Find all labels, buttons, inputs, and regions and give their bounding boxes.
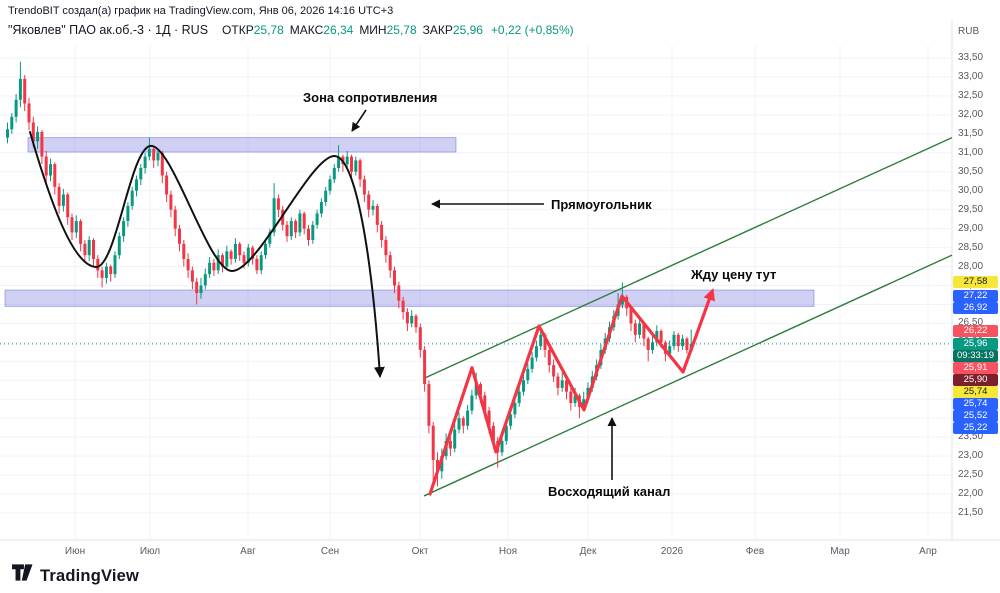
ascending-channel[interactable] (423, 136, 953, 497)
candlesticks (6, 61, 693, 487)
open-value: 25,78 (253, 23, 284, 37)
open-label: ОТКР (222, 23, 254, 37)
tradingview-footer[interactable]: TradingView (12, 564, 139, 588)
low-value: 25,78 (386, 23, 417, 37)
symbol-title[interactable]: "Яковлев" ПАО ак.об.-3 · 1Д · RUS (8, 23, 209, 37)
low-label: МИН (359, 23, 387, 37)
attribution-bar: TrendoBIT создал(а) график на TradingVie… (8, 5, 393, 17)
annotation-arrow[interactable] (351, 109, 367, 132)
high-label: МАКС (289, 23, 324, 37)
close-label: ЗАКР (422, 23, 453, 37)
close-value: 25,96 (452, 23, 483, 37)
change-value: +0,22 (+0,85%) (490, 23, 574, 37)
high-value: 26,34 (323, 23, 354, 37)
gridlines (0, 45, 952, 540)
attribution-text: TrendoBIT создал(а) график на TradingVie… (8, 5, 394, 17)
resistance-zones[interactable] (4, 137, 815, 307)
zone-resistance-upper[interactable] (27, 137, 457, 153)
tradingview-logo-icon (12, 564, 33, 588)
zone-resistance-lower[interactable] (4, 289, 815, 307)
symbol-legend[interactable]: "Яковлев" ПАО ак.об.-3 · 1Д · RUS ОТКР 25… (8, 23, 574, 37)
wave-brush-drawing[interactable] (29, 131, 385, 378)
tradingview-logo-text: TradingView (40, 566, 140, 585)
zigzag-arrow-drawing[interactable] (428, 288, 715, 496)
